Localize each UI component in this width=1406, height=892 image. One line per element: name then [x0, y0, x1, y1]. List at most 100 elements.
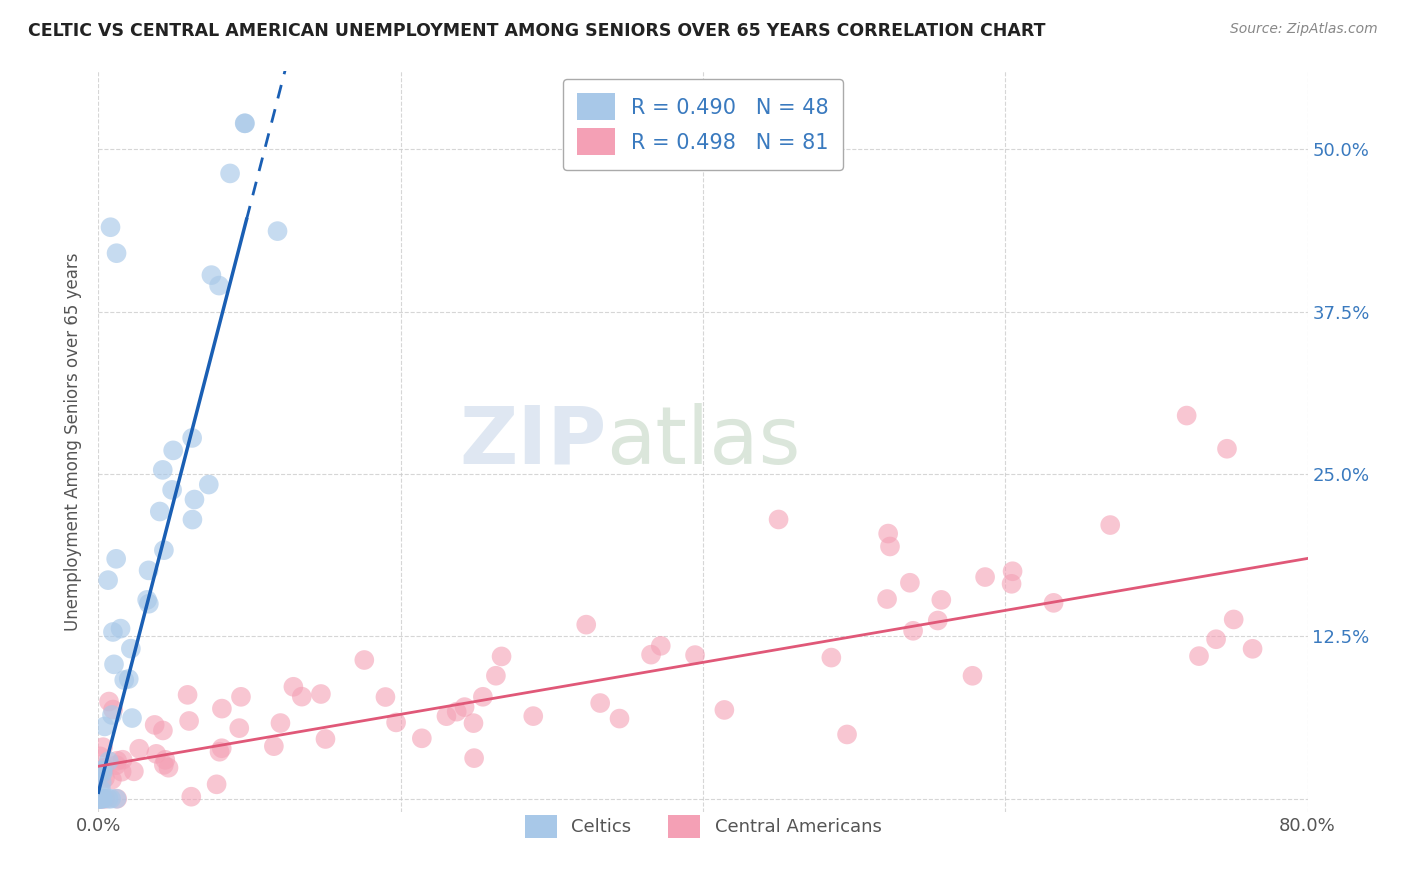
Point — [314, 731, 336, 746]
Point — [1175, 409, 1198, 423]
Legend: Celtics, Central Americans: Celtics, Central Americans — [516, 805, 890, 847]
Point — [768, 512, 790, 526]
Point — [152, 723, 174, 738]
Point — [97, 573, 120, 587]
Point — [309, 687, 332, 701]
Point — [1042, 596, 1064, 610]
Point — [609, 712, 631, 726]
Point — [87, 791, 110, 805]
Point — [211, 741, 233, 756]
Point — [1001, 564, 1024, 578]
Point — [927, 614, 949, 628]
Point — [683, 648, 706, 662]
Point — [898, 575, 921, 590]
Point — [463, 716, 485, 731]
Point — [471, 690, 494, 704]
Point — [1188, 649, 1211, 664]
Point — [485, 669, 508, 683]
Point — [879, 540, 901, 554]
Point — [1241, 641, 1264, 656]
Text: CELTIC VS CENTRAL AMERICAN UNEMPLOYMENT AMONG SENIORS OVER 65 YEARS CORRELATION : CELTIC VS CENTRAL AMERICAN UNEMPLOYMENT … — [28, 22, 1046, 40]
Point — [463, 751, 485, 765]
Point — [103, 657, 125, 672]
Point — [162, 443, 184, 458]
Point — [111, 753, 134, 767]
Point — [143, 718, 166, 732]
Point — [1205, 632, 1227, 647]
Point — [491, 649, 513, 664]
Point — [820, 650, 842, 665]
Point — [1222, 612, 1244, 626]
Point — [94, 791, 117, 805]
Point — [90, 775, 112, 789]
Point — [91, 791, 114, 805]
Point — [446, 705, 468, 719]
Point — [183, 492, 205, 507]
Point — [263, 739, 285, 754]
Point — [176, 688, 198, 702]
Point — [87, 791, 110, 805]
Point — [219, 166, 242, 180]
Point — [97, 791, 120, 805]
Point — [87, 791, 110, 805]
Point — [89, 749, 111, 764]
Point — [105, 758, 128, 772]
Point — [145, 747, 167, 761]
Point — [100, 220, 122, 235]
Y-axis label: Unemployment Among Seniors over 65 years: Unemployment Among Seniors over 65 years — [65, 252, 83, 631]
Point — [100, 791, 122, 805]
Point — [118, 672, 141, 686]
Point — [87, 791, 110, 805]
Point — [1099, 518, 1122, 533]
Point — [101, 772, 124, 787]
Point — [1216, 442, 1239, 456]
Point — [160, 483, 183, 497]
Point — [91, 765, 114, 780]
Point — [101, 702, 124, 716]
Point — [121, 711, 143, 725]
Point — [177, 714, 200, 728]
Point — [228, 721, 250, 735]
Point — [291, 690, 314, 704]
Point — [105, 754, 128, 768]
Point — [180, 789, 202, 804]
Point — [89, 791, 111, 805]
Point — [153, 543, 176, 558]
Point — [200, 268, 222, 282]
Point — [112, 673, 135, 687]
Point — [522, 709, 544, 723]
Point — [901, 624, 924, 638]
Point — [640, 648, 662, 662]
Point — [94, 771, 117, 785]
Point — [93, 719, 115, 733]
Point — [198, 477, 221, 491]
Point — [90, 782, 112, 797]
Point — [122, 764, 145, 779]
Point — [575, 617, 598, 632]
Point — [205, 777, 228, 791]
Text: atlas: atlas — [606, 402, 800, 481]
Point — [229, 690, 252, 704]
Point — [105, 791, 128, 805]
Point — [157, 761, 180, 775]
Point — [101, 708, 124, 723]
Point — [181, 431, 204, 445]
Point — [1000, 576, 1022, 591]
Point — [149, 504, 172, 518]
Text: ZIP: ZIP — [458, 402, 606, 481]
Point — [233, 116, 256, 130]
Point — [101, 624, 124, 639]
Point — [436, 709, 458, 723]
Point — [111, 764, 134, 779]
Point — [835, 727, 858, 741]
Point — [91, 764, 114, 778]
Point — [136, 592, 159, 607]
Point — [152, 463, 174, 477]
Point — [93, 761, 115, 775]
Point — [385, 715, 408, 730]
Point — [91, 791, 114, 805]
Point — [91, 764, 114, 778]
Point — [962, 669, 984, 683]
Point — [98, 694, 121, 708]
Point — [181, 512, 204, 526]
